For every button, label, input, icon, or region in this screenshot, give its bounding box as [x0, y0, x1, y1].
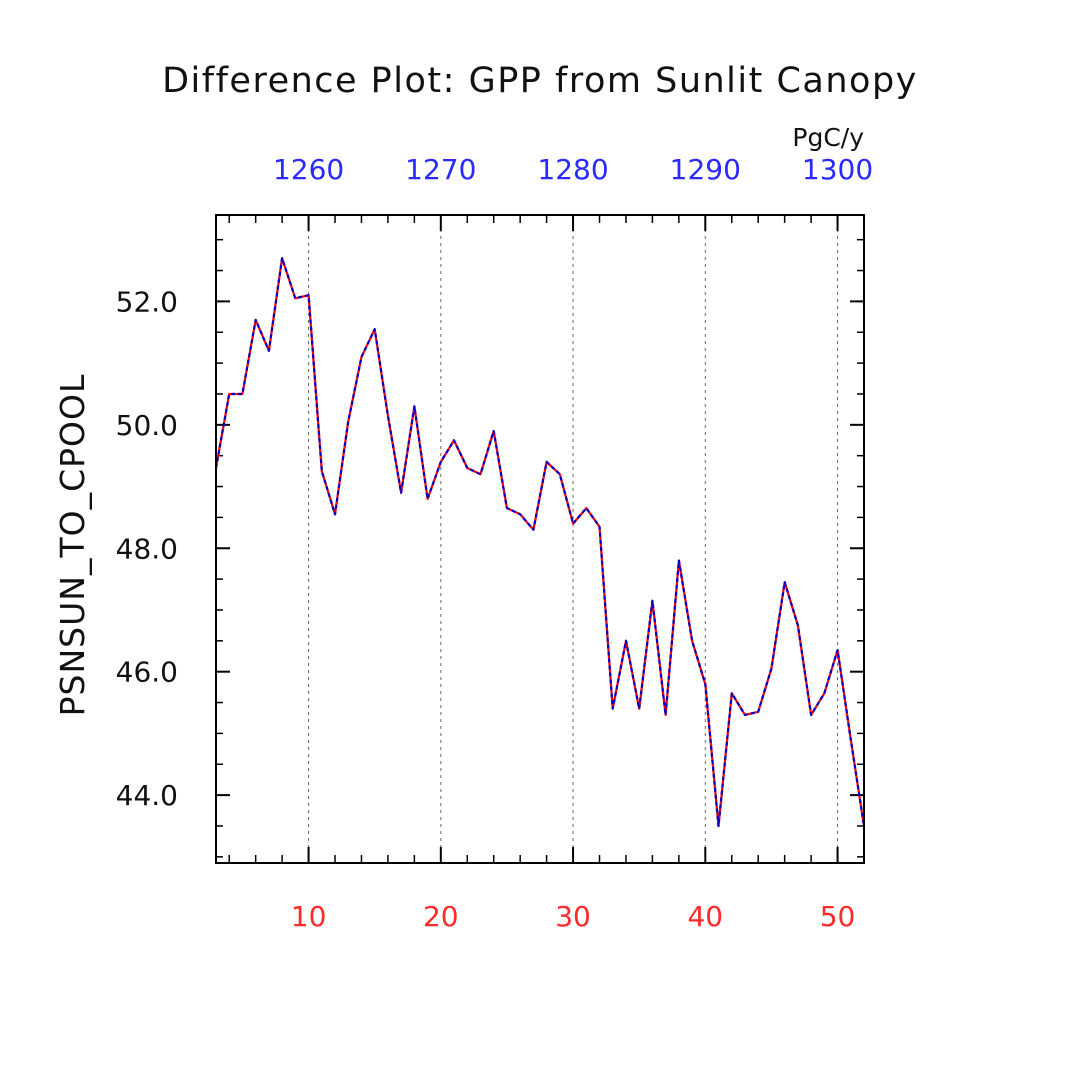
chart-title: Difference Plot: GPP from Sunlit Canopy [162, 61, 918, 101]
y-axis-label: PSNSUN_TO_CPOOL [53, 374, 92, 717]
y-tick-label: 48.0 [116, 532, 178, 565]
y-tick-label: 50.0 [116, 409, 178, 442]
top-tick-label: 1270 [405, 153, 476, 186]
units-label: PgC/y [792, 123, 864, 152]
tick-labels: 10 20 30 40 50 1260 1270 1280 1290 1300 44.0 46.0 48… [116, 153, 874, 933]
series-lines [214, 257, 866, 828]
bottom-tick-label: 20 [423, 900, 459, 933]
bottom-tick-label: 30 [555, 900, 591, 933]
series-line-blue [214, 257, 866, 828]
top-tick-label: 1290 [670, 153, 741, 186]
gridlines [308, 215, 839, 863]
top-tick-label: 1280 [537, 153, 608, 186]
y-tick-label: 44.0 [116, 779, 178, 812]
y-tick-label: 52.0 [116, 285, 178, 318]
bottom-tick-label: 10 [291, 900, 327, 933]
axis-ticks [216, 215, 865, 863]
plot-frame [215, 214, 865, 864]
bottom-tick-label: 50 [820, 900, 856, 933]
y-tick-label: 46.0 [116, 656, 178, 689]
top-tick-label: 1300 [802, 153, 873, 186]
top-tick-label: 1260 [273, 153, 344, 186]
bottom-tick-label: 40 [687, 900, 723, 933]
